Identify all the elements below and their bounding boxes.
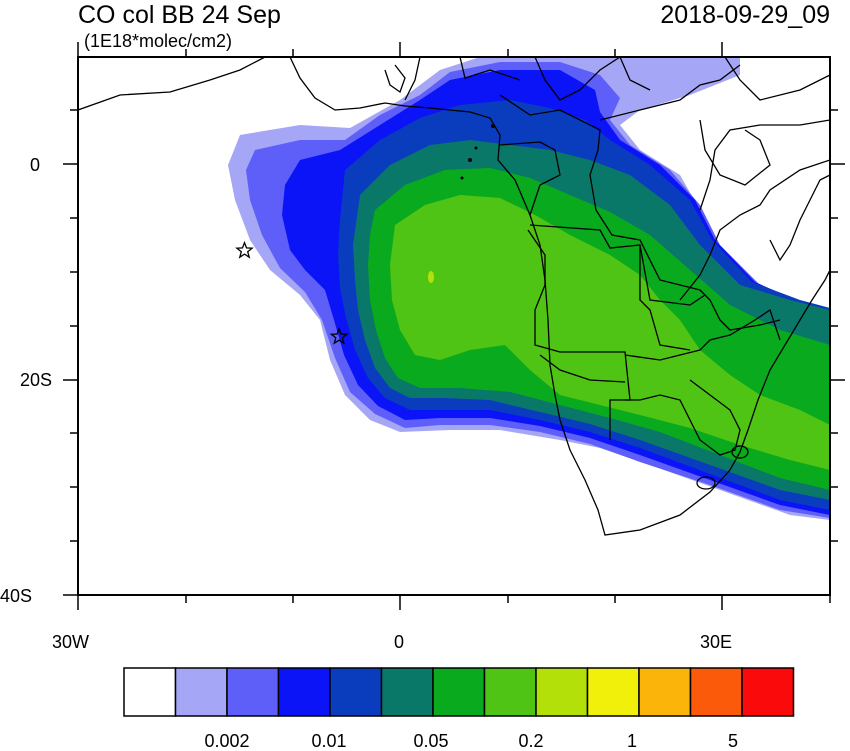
colorbar-box: [741, 667, 795, 717]
map-datetime: 2018-09-29_09: [660, 1, 830, 29]
lon-label-30e: 30E: [700, 632, 733, 652]
lat-label-20s: 20S: [20, 370, 53, 390]
colorbar-box: [586, 667, 640, 717]
colorbar-box: [380, 667, 434, 717]
axis-ticks: [63, 42, 845, 610]
map-title: CO col BB 24 Sep: [78, 1, 281, 29]
colorbar-box: [535, 667, 589, 717]
lon-label-0: 0: [394, 632, 405, 652]
star-marker: [329, 326, 349, 345]
islands: [460, 124, 495, 180]
colorbar-label: 0.002: [204, 731, 250, 751]
colorbar-box: [432, 667, 486, 717]
lat-label-40s: 40S: [0, 586, 33, 606]
colorbar-label: 0.05: [413, 731, 449, 751]
lat-label-0: 0: [30, 155, 41, 175]
plume-level-8: [428, 271, 434, 283]
star-marker: [235, 240, 254, 259]
colorbar-label: 0.2: [518, 731, 544, 751]
colorbar-label: 0.01: [311, 731, 347, 751]
colorbar-box: [174, 667, 228, 717]
coastlines: [78, 57, 830, 536]
colorbar-label: 5: [727, 731, 739, 751]
colorbar-box: [483, 667, 537, 717]
colorbar-box: [123, 667, 177, 717]
colorbar-box: [277, 667, 331, 717]
colorbar-box: [689, 667, 743, 717]
colorbar-box: [226, 667, 280, 717]
colorbar-box: [329, 667, 383, 717]
colorbar-label: 1: [626, 731, 638, 751]
colorbar-box: [638, 667, 692, 717]
station-markers: [235, 240, 349, 345]
colorbar: [123, 667, 795, 717]
lon-label-30w: 30W: [52, 632, 90, 652]
map-units: (1E18*molec/cm2): [84, 31, 233, 51]
co-plume: [228, 57, 830, 520]
plume-level-7: [390, 195, 830, 470]
